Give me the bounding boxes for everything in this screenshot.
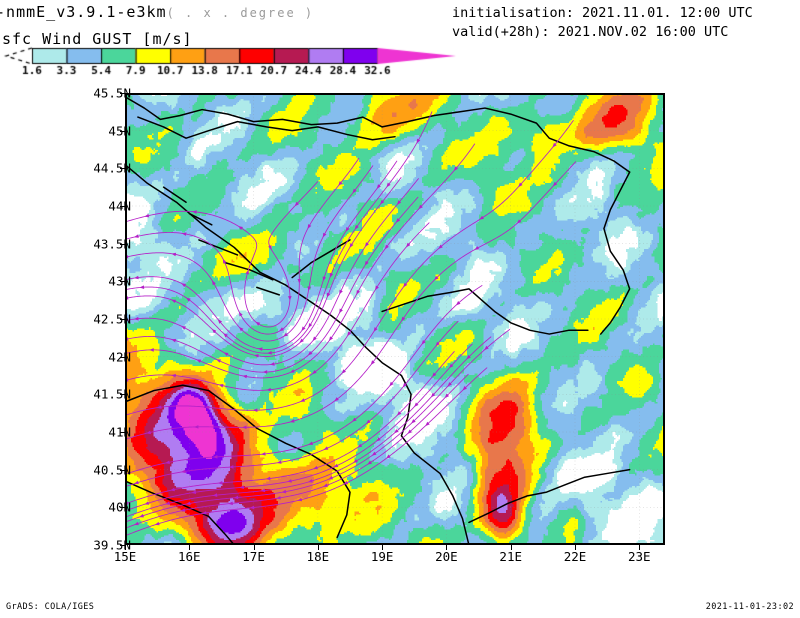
y-axis-label: 39.5N [93, 537, 131, 553]
y-axis-label: 41N [108, 424, 131, 440]
valid-time: valid(+28h): 2021.NOV.02 16:00 UTC [452, 24, 729, 40]
x-axis-label: 21E [499, 549, 522, 564]
y-axis-label: 44N [108, 198, 131, 214]
y-axis-label: 44.5N [93, 160, 131, 176]
y-axis-tick [120, 206, 125, 207]
x-axis-tick [639, 545, 641, 550]
y-axis-tick [120, 469, 125, 471]
y-axis-tick [120, 168, 125, 170]
y-axis-tick [120, 319, 125, 320]
x-axis-tick [510, 545, 512, 550]
x-axis-label: 19E [370, 549, 394, 564]
model-subtitle: ( . x . degree ) [166, 6, 315, 20]
y-axis-tick [120, 507, 125, 509]
wind-gust-field [125, 93, 665, 545]
y-axis-tick [120, 243, 125, 245]
colorbar [0, 45, 460, 75]
y-axis-tick [120, 432, 125, 433]
x-axis-tick [575, 545, 576, 550]
y-axis-label: 40.5N [93, 462, 131, 478]
y-axis-tick [120, 356, 125, 358]
y-axis-label: 42.5N [93, 311, 131, 327]
y-axis-label: 43N [108, 273, 131, 289]
y-axis-tick [120, 394, 125, 396]
y-axis-tick [120, 130, 125, 132]
x-axis-label: 22E [563, 549, 587, 564]
run-times: initialisation: 2021.11.01. 12:00 UTC va… [452, 4, 753, 42]
x-axis-label: 20E [435, 549, 458, 564]
y-axis-label: 42N [108, 349, 131, 365]
x-axis-tick [253, 545, 255, 550]
x-axis-label: 15E [113, 549, 137, 564]
y-axis-tick [120, 281, 125, 283]
x-axis-tick [317, 545, 319, 550]
x-axis-tick [446, 545, 448, 550]
y-axis-tick [120, 545, 125, 546]
y-axis-label: 45.5N [93, 85, 131, 101]
y-axis-label: 43.5N [93, 236, 131, 252]
model-title: f-nmmE_v3.9.1-e3km( . x . degree ) [0, 3, 314, 21]
y-axis-tick [120, 93, 125, 94]
x-axis-tick [125, 545, 126, 550]
footer-credit: GrADS: COLA/IGES [6, 602, 95, 612]
y-axis-label: 45N [108, 123, 131, 139]
y-axis-label: 40N [108, 499, 131, 515]
x-axis-label: 18E [306, 549, 330, 564]
footer-timestamp: 2021-11-01-23:02 [705, 602, 794, 612]
colorbar-title: sfc Wind GUST [m/s] [2, 30, 193, 48]
x-axis-tick [382, 545, 384, 550]
y-axis-label: 41.5N [93, 386, 131, 402]
model-title-text: f-nmmE_v3.9.1-e3km [0, 3, 167, 21]
initialisation-time: initialisation: 2021.11.01. 12:00 UTC [452, 5, 753, 21]
map-plot-area[interactable] [125, 93, 665, 545]
x-axis-label: 17E [242, 549, 265, 564]
x-axis-label: 23E [627, 549, 651, 564]
x-axis-label: 16E [177, 549, 201, 564]
x-axis-tick [189, 545, 191, 550]
